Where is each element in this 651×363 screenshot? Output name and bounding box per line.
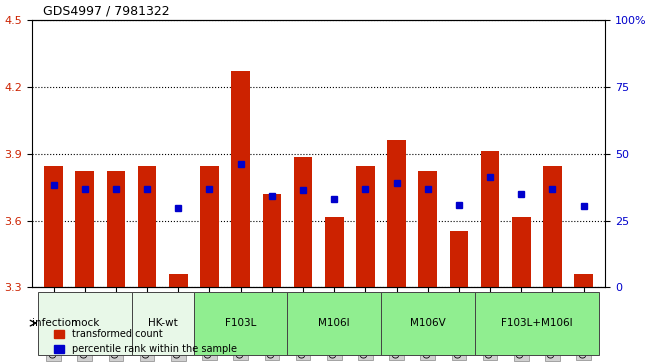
Text: infection: infection	[33, 318, 78, 328]
Bar	[169, 274, 187, 287]
Bar	[200, 166, 219, 287]
FancyBboxPatch shape	[288, 293, 381, 355]
Bar	[44, 166, 63, 287]
FancyBboxPatch shape	[132, 293, 194, 355]
Text: M106I: M106I	[318, 318, 350, 328]
Bar	[76, 171, 94, 287]
FancyBboxPatch shape	[194, 293, 288, 355]
Bar	[294, 157, 312, 287]
Bar	[450, 231, 468, 287]
FancyBboxPatch shape	[381, 293, 475, 355]
Text: F103L: F103L	[225, 318, 256, 328]
Bar	[262, 194, 281, 287]
Text: GDS4997 / 7981322: GDS4997 / 7981322	[43, 4, 170, 17]
Text: HK-wt: HK-wt	[148, 318, 178, 328]
Text: M106V: M106V	[410, 318, 446, 328]
FancyBboxPatch shape	[475, 293, 600, 355]
Bar	[512, 217, 531, 287]
FancyBboxPatch shape	[38, 293, 132, 355]
Bar	[481, 151, 499, 287]
Text: F103L+M106I: F103L+M106I	[501, 318, 573, 328]
Bar	[543, 166, 562, 287]
Bar	[387, 140, 406, 287]
Bar	[138, 166, 156, 287]
Bar	[356, 166, 375, 287]
Bar	[107, 171, 125, 287]
Bar	[574, 274, 593, 287]
Bar	[419, 171, 437, 287]
Text: mock: mock	[70, 318, 99, 328]
Bar	[325, 217, 344, 287]
Bar	[231, 71, 250, 287]
Legend: transformed count, percentile rank within the sample: transformed count, percentile rank withi…	[50, 326, 241, 358]
